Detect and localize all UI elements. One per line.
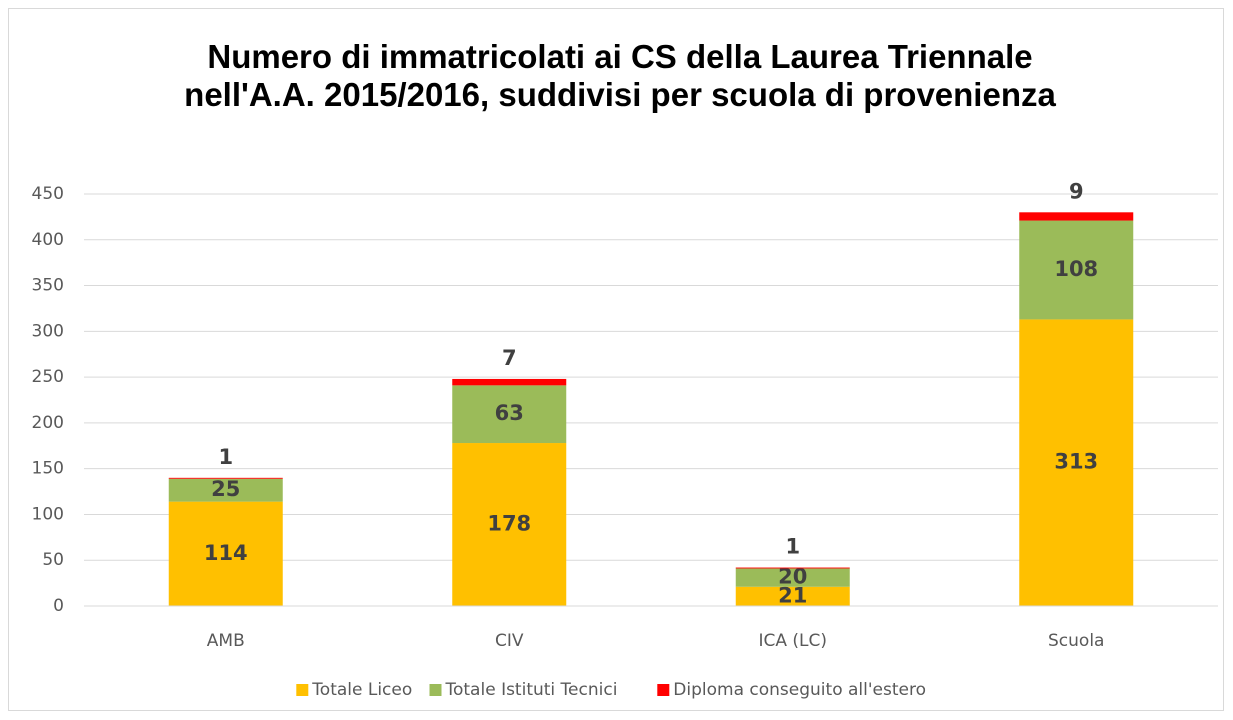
bar-segment	[1019, 319, 1134, 606]
data-label: 108	[1054, 257, 1098, 281]
data-label: 1	[218, 445, 233, 469]
legend-label: Totale Istituti Tecnici	[445, 680, 618, 700]
y-tick-label: 250	[32, 367, 64, 387]
bar-segment	[452, 385, 567, 444]
x-tick-label: ICA (LC)	[758, 631, 827, 651]
bar-segment	[735, 568, 850, 587]
data-label: 20	[778, 565, 807, 589]
data-label: 313	[1054, 450, 1098, 474]
legend-swatch	[429, 684, 442, 696]
y-tick-label: 350	[32, 276, 64, 296]
x-tick-label: AMB	[207, 631, 245, 651]
y-tick-label: 0	[53, 596, 64, 616]
bar-segment	[1019, 212, 1134, 221]
y-tick-label: 300	[32, 321, 64, 341]
y-tick-label: 150	[32, 459, 64, 479]
x-tick-label: CIV	[495, 631, 524, 651]
data-label: 178	[487, 512, 531, 536]
chart-title: Numero di immatricolati ai CS della Laur…	[184, 38, 1056, 113]
bar-segment	[168, 477, 283, 479]
legend-label: Totale Liceo	[311, 680, 412, 700]
data-label: 25	[211, 477, 240, 501]
y-tick-label: 100	[32, 504, 64, 524]
data-label: 114	[204, 541, 248, 565]
data-label: 21	[778, 583, 807, 607]
y-tick-label: 50	[42, 550, 64, 570]
bar-segment	[168, 501, 283, 606]
legend-swatch	[296, 684, 309, 696]
bar-segment	[735, 586, 850, 606]
y-tick-label: 200	[32, 413, 64, 433]
data-label: 1	[785, 535, 800, 559]
y-tick-label: 450	[32, 184, 64, 204]
legend-swatch	[657, 684, 670, 696]
chart-frame	[8, 8, 1224, 711]
data-label: 9	[1069, 179, 1084, 203]
y-tick-label: 400	[32, 230, 64, 250]
bar-segment	[452, 378, 567, 386]
x-tick-label: Scuola	[1048, 631, 1104, 651]
bar-segment	[168, 478, 283, 502]
bar-segment	[452, 443, 567, 606]
bar-segment	[1019, 220, 1134, 320]
bar-segment	[735, 567, 850, 569]
legend-label: Diploma conseguito all'estero	[673, 680, 926, 700]
data-label: 63	[495, 401, 524, 425]
data-label: 7	[502, 346, 517, 370]
